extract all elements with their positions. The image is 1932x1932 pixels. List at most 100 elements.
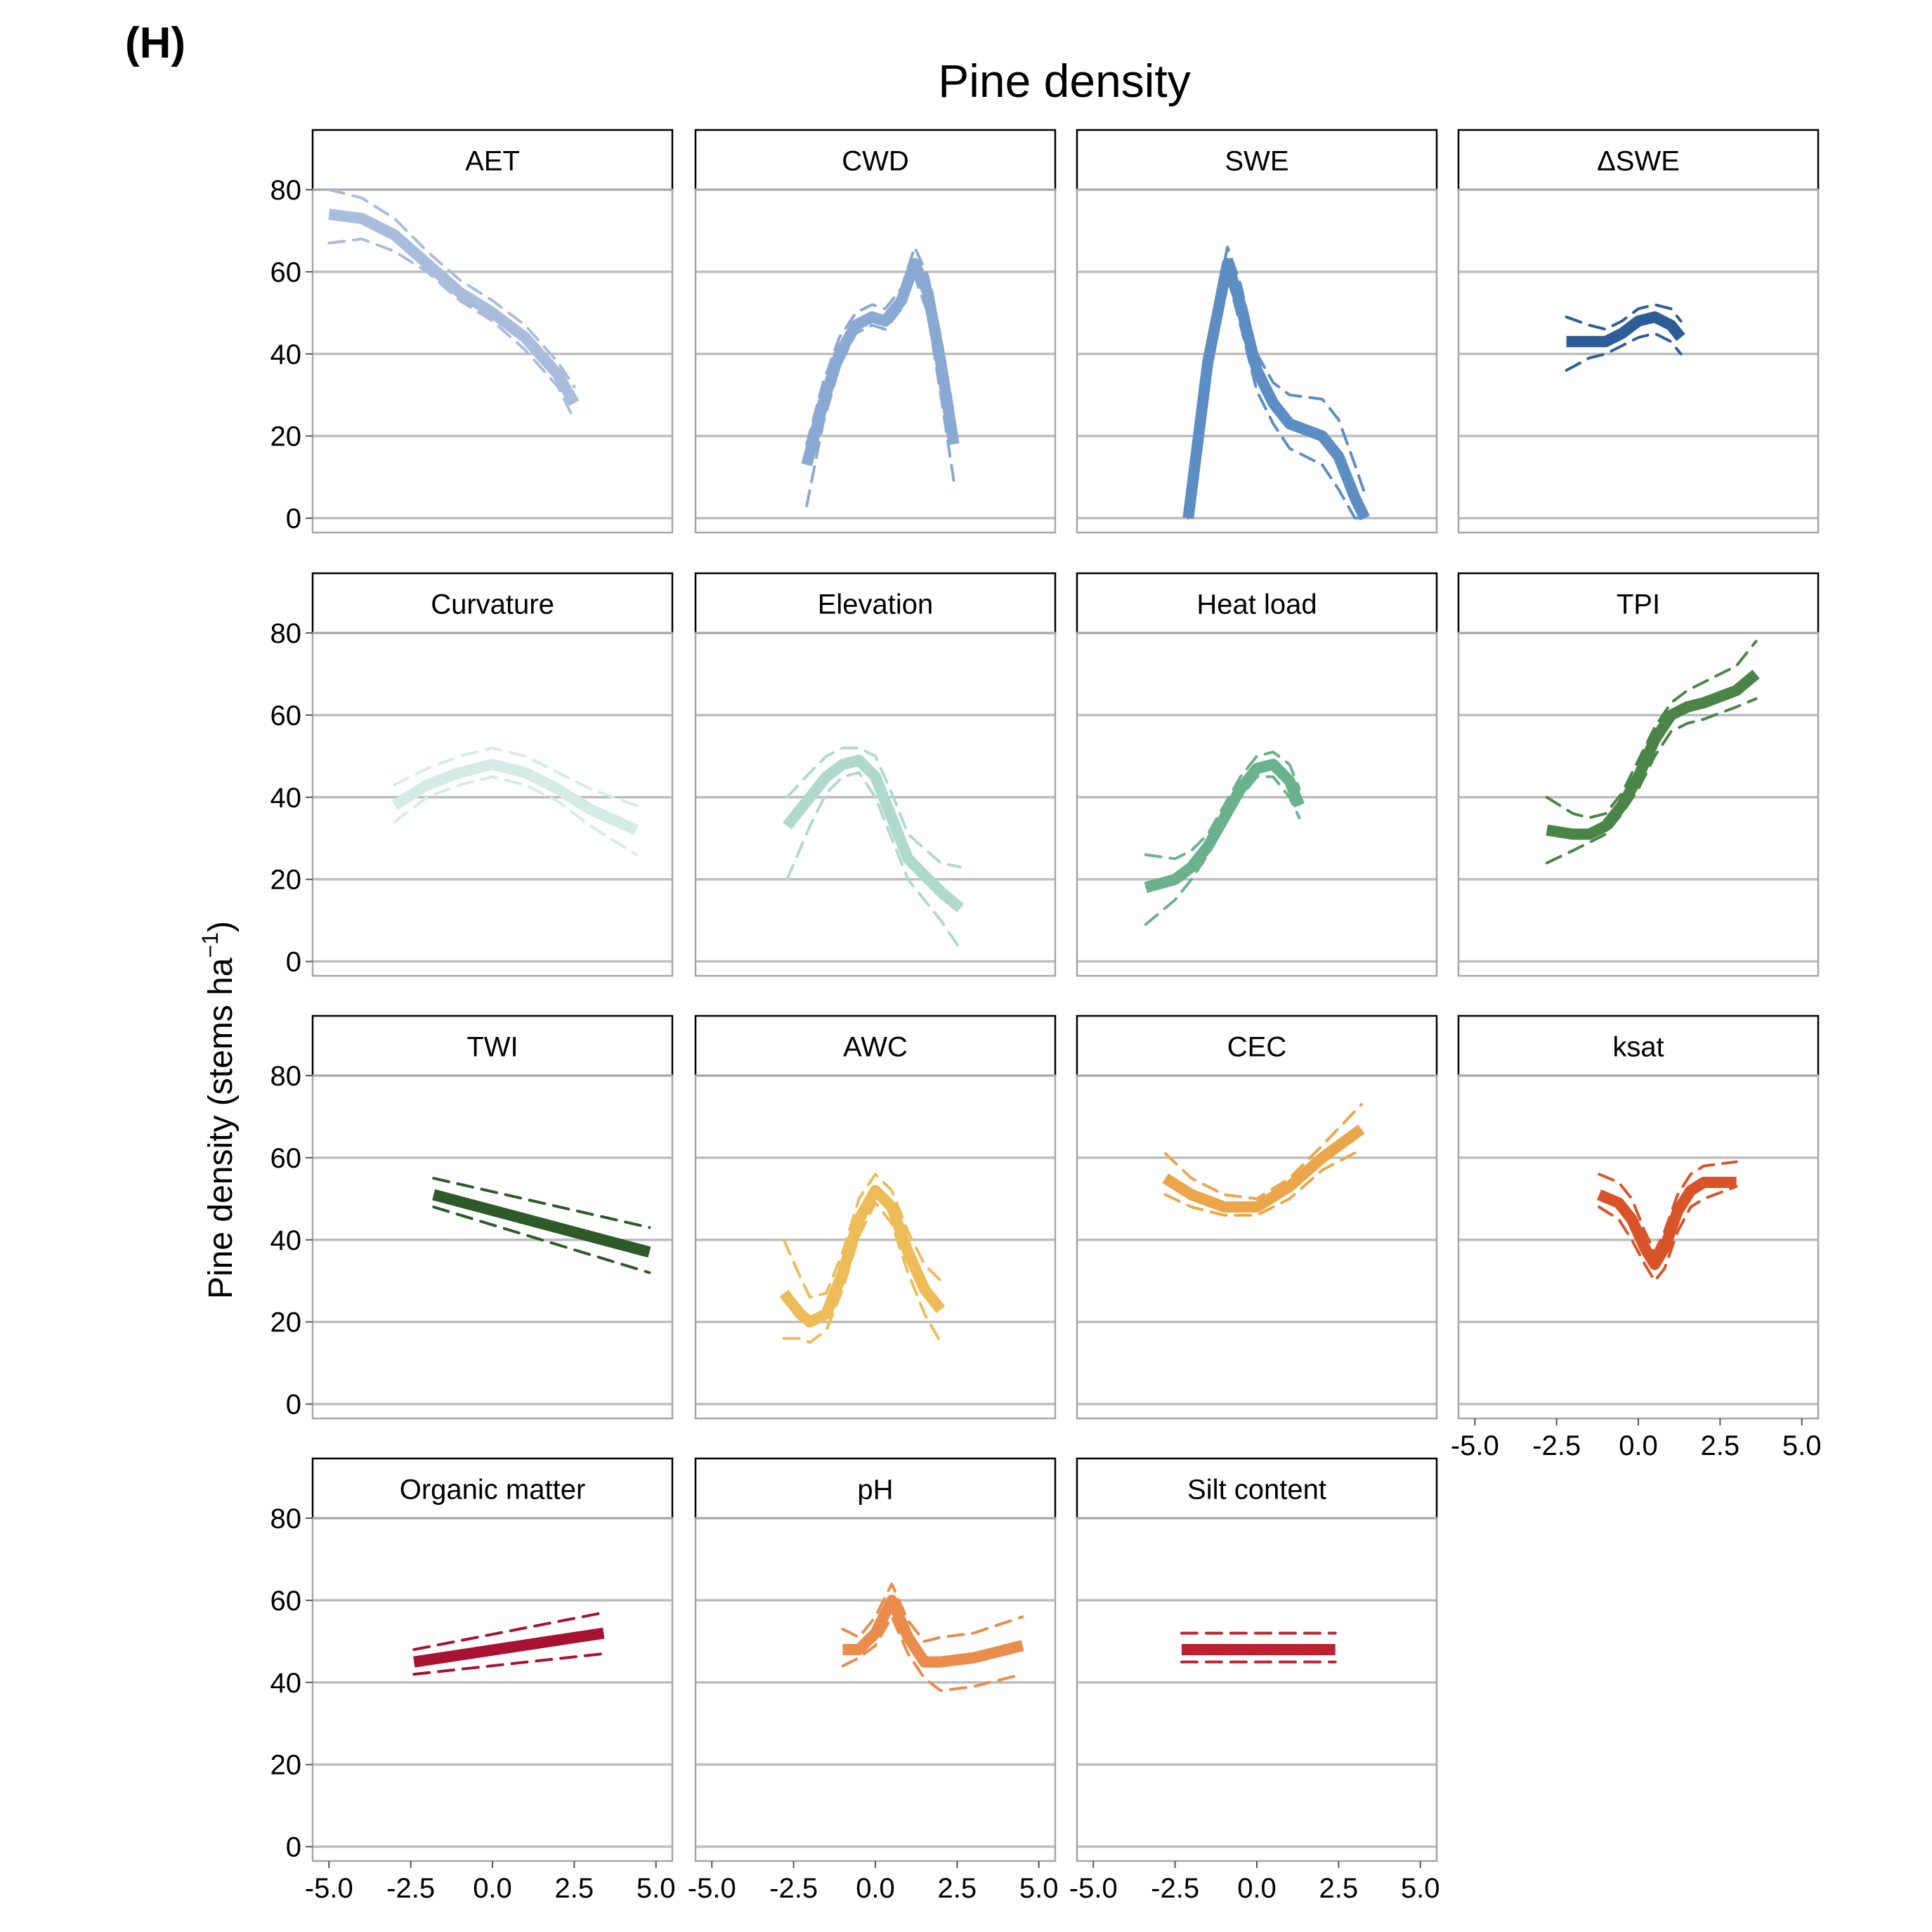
facet-twi: TWI 0 20 40 60 80 xyxy=(270,1014,674,1421)
facet-elevation: Elevation xyxy=(694,572,1057,977)
ci-upper-line xyxy=(782,1173,943,1299)
facet-silt-content: Silt content -5.0 -2.5 0.0 2.5 5.0 xyxy=(1069,1457,1440,1904)
facet-series xyxy=(1545,639,1760,865)
facet-ph: pH -5.0 -2.5 0.0 2.5 5.0 xyxy=(688,1457,1059,1904)
y-tick-label: 0 xyxy=(286,1832,301,1863)
x-tick-label: 0.0 xyxy=(1237,1873,1277,1904)
y-tick-label: 40 xyxy=(270,339,302,370)
facet-cec: CEC xyxy=(1076,1014,1438,1420)
facet-title: Curvature xyxy=(431,589,554,620)
facet-title: CEC xyxy=(1227,1032,1286,1063)
ci-upper-line xyxy=(1545,639,1758,819)
x-tick-label: -5.0 xyxy=(1069,1873,1118,1904)
facet-strip xyxy=(694,572,1057,634)
fit-line xyxy=(413,1627,605,1668)
y-tick-label: 80 xyxy=(270,1503,302,1534)
facet-series xyxy=(783,746,965,951)
fit-line xyxy=(842,1594,1024,1668)
y-tick-label: 40 xyxy=(270,783,302,814)
panel-border xyxy=(311,1074,674,1420)
ci-lower-line xyxy=(1598,1184,1738,1283)
x-tick-label: -5.0 xyxy=(1451,1430,1499,1461)
facet-strip xyxy=(1076,1457,1438,1520)
panel-border xyxy=(1076,1517,1438,1862)
facet-series xyxy=(432,1177,651,1274)
panel-border xyxy=(694,188,1057,534)
facet-strip xyxy=(1076,572,1438,634)
ci-upper-line xyxy=(327,190,576,389)
ci-lower-line xyxy=(412,1652,606,1676)
x-tick-label: 5.0 xyxy=(1401,1873,1440,1904)
y-tick-label: 20 xyxy=(270,422,302,452)
y-tick-label: 0 xyxy=(286,504,301,535)
ci-lower-line xyxy=(327,237,576,422)
fit-line xyxy=(328,209,580,406)
ci-upper-line xyxy=(1163,1102,1363,1201)
x-tick-label: 5.0 xyxy=(1019,1873,1059,1904)
y-tick-label: 20 xyxy=(270,865,302,896)
fit-line xyxy=(779,1184,946,1328)
x-tick-label: 5.0 xyxy=(637,1873,676,1904)
facet-series xyxy=(1182,245,1370,521)
y-tick-label: 60 xyxy=(270,700,302,731)
panel-border xyxy=(694,1517,1057,1862)
panel-border xyxy=(694,632,1057,977)
x-tick-label: 2.5 xyxy=(1319,1873,1359,1904)
x-tick-label: 0.0 xyxy=(856,1873,895,1904)
ci-upper-line xyxy=(1598,1160,1738,1254)
x-tick-label: -2.5 xyxy=(386,1873,435,1904)
facet-strip xyxy=(311,1457,674,1520)
facet-ksat: ksat -5.0 -2.5 0.0 2.5 5.0 xyxy=(1451,1014,1822,1461)
facet-series xyxy=(391,746,639,856)
facet-strip xyxy=(1457,572,1820,634)
facet-title: ksat xyxy=(1612,1032,1664,1063)
y-tick-label: 80 xyxy=(270,618,302,649)
facet-series xyxy=(1162,1102,1365,1217)
facet-series xyxy=(1180,1631,1337,1664)
fit-line xyxy=(1597,1177,1737,1270)
facet-heat-load: Heat load xyxy=(1076,572,1438,977)
facet-strip xyxy=(694,1014,1057,1077)
facet-awc: AWC xyxy=(694,1014,1057,1420)
y-tick-label: 0 xyxy=(286,947,301,978)
facet-title: Elevation xyxy=(818,589,934,620)
facet-series xyxy=(327,190,580,422)
facet-panels: AET 0 20 40 60 80 CWD SWE ΔSWE Curvature 0 20 40 60 80… xyxy=(270,129,1822,1904)
ci-upper-line xyxy=(785,746,962,869)
fit-line xyxy=(1546,670,1760,840)
fit-line xyxy=(783,755,965,913)
panel-border xyxy=(1457,188,1820,534)
x-tick-label: 2.5 xyxy=(555,1873,594,1904)
facet-strip xyxy=(311,572,674,634)
ci-upper-line xyxy=(393,746,638,807)
facet-series xyxy=(412,1611,606,1676)
panel-border xyxy=(1076,1074,1438,1420)
panel-border xyxy=(311,1517,674,1862)
facet-title: AWC xyxy=(843,1032,908,1063)
facet-curvature: Curvature 0 20 40 60 80 xyxy=(270,572,674,978)
facet-title: CWD xyxy=(842,146,909,177)
facet-strip xyxy=(1457,129,1820,191)
panel-border xyxy=(311,632,674,977)
ci-lower-line xyxy=(841,1615,1024,1692)
facet-series xyxy=(1597,1160,1738,1283)
fit-line xyxy=(1162,1124,1365,1213)
x-tick-label: 2.5 xyxy=(938,1873,977,1904)
facet-series xyxy=(1144,750,1305,926)
x-tick-label: -2.5 xyxy=(769,1873,818,1904)
facet-strip xyxy=(1457,1014,1820,1077)
ci-lower-line xyxy=(1163,1148,1363,1217)
y-tick-label: 40 xyxy=(270,1225,302,1256)
y-tick-label: 60 xyxy=(270,1143,302,1174)
ci-upper-line xyxy=(412,1611,606,1651)
ci-lower-line xyxy=(785,771,962,951)
facet-strip xyxy=(1076,129,1438,191)
x-tick-label: -2.5 xyxy=(1532,1430,1581,1461)
facet-swe: SWE xyxy=(1076,129,1438,534)
facet-title: Organic matter xyxy=(400,1475,586,1506)
ci-upper-line xyxy=(432,1177,651,1229)
ci-lower-line xyxy=(1144,775,1301,926)
facet-title: SWE xyxy=(1225,146,1288,177)
fit-line xyxy=(432,1189,651,1258)
panel-border xyxy=(1076,188,1438,534)
